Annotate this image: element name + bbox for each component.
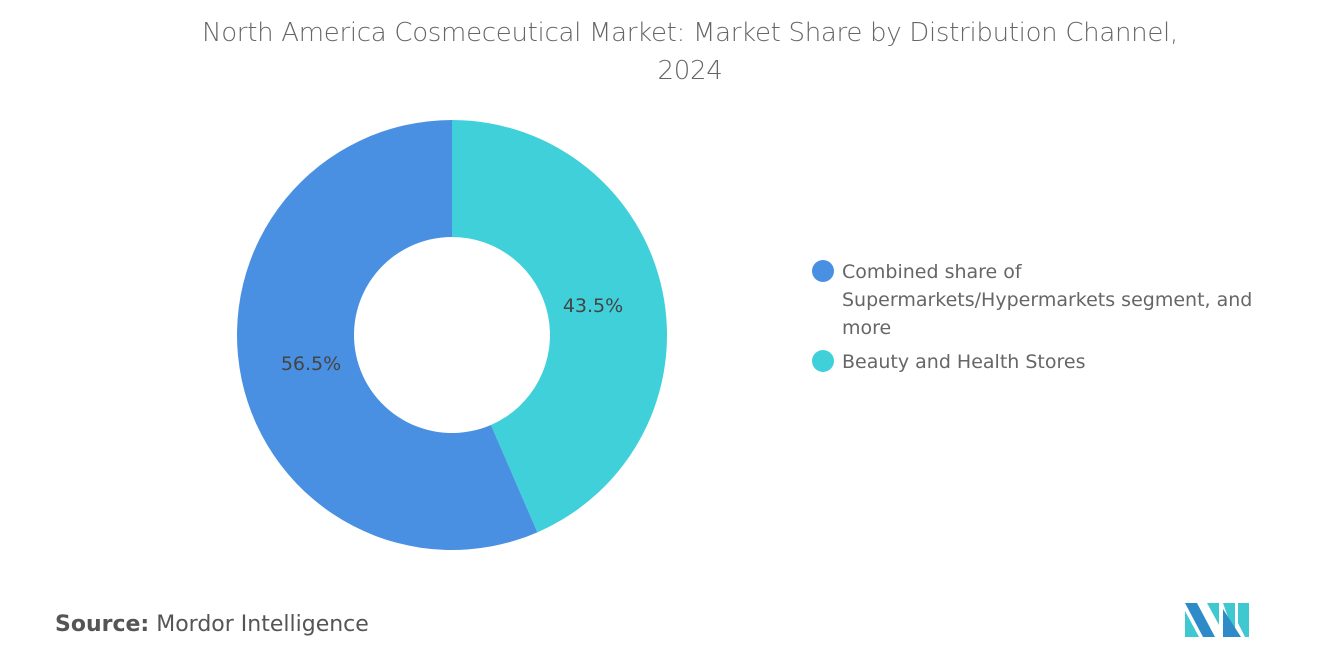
legend-swatch <box>812 350 834 372</box>
source: Source: Mordor Intelligence <box>55 612 369 637</box>
slice-label-beauty-health: 43.5% <box>563 295 623 317</box>
source-label: Source: <box>55 612 150 637</box>
source-value: Mordor Intelligence <box>156 612 369 637</box>
legend-label: Combined share of Supermarkets/Hypermark… <box>842 261 1253 339</box>
slice-label-supermarkets: 56.5% <box>281 353 341 375</box>
slice-beauty-and-health-stores <box>452 120 667 533</box>
legend-item-supermarkets: Combined share of Supermarkets/Hypermark… <box>812 258 1292 342</box>
mordor-intelligence-logo <box>1185 603 1249 637</box>
legend: Combined share of Supermarkets/Hypermark… <box>812 258 1292 382</box>
title-line-2: 2024 <box>657 56 723 86</box>
title-line-1: North America Cosmeceutical Market: Mark… <box>202 18 1178 48</box>
legend-label: Beauty and Health Stores <box>842 351 1086 373</box>
slice-combined-share-of-supermarkets-hypermarkets-segment-and-more <box>237 120 538 550</box>
legend-item-beauty-health: Beauty and Health Stores <box>812 348 1292 376</box>
legend-swatch <box>812 260 834 282</box>
chart-title: North America Cosmeceutical Market: Mark… <box>0 14 1320 90</box>
